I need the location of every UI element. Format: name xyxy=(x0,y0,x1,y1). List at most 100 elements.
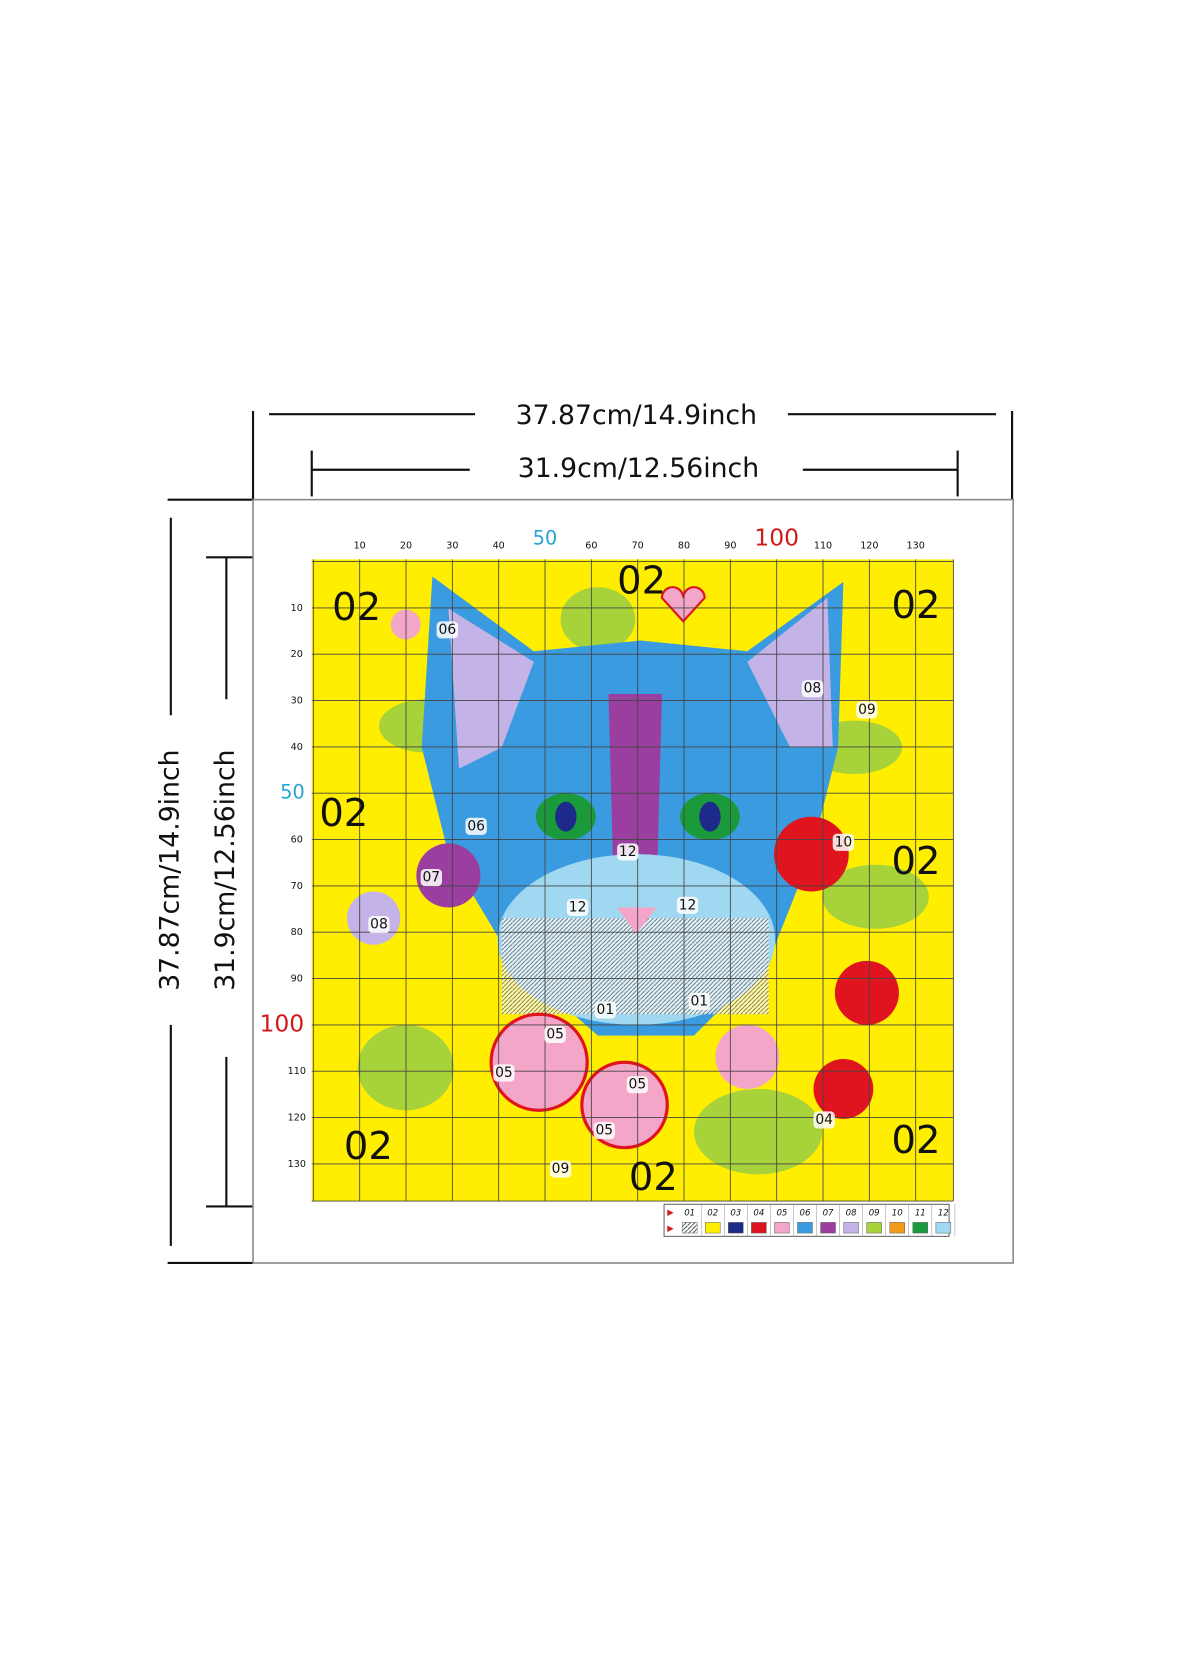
region-label: 08 xyxy=(804,681,822,697)
region-label: 05 xyxy=(546,1027,564,1043)
region-label: 08 xyxy=(370,917,388,933)
region-label: 12 xyxy=(569,899,587,915)
label-backdrop xyxy=(832,833,855,851)
x-tick-label: 40 xyxy=(493,541,505,552)
x-tick-label: 90 xyxy=(724,541,736,552)
y-tick-label: 110 xyxy=(288,1066,306,1077)
legend-code: 10 xyxy=(892,1208,903,1218)
region-label: 12 xyxy=(619,844,637,860)
region-label: 06 xyxy=(439,622,457,638)
label-backdrop xyxy=(368,916,390,934)
inner-width: 31.9cm/12.56inch xyxy=(518,453,759,484)
legend-marker xyxy=(667,1225,674,1233)
legend-code: 08 xyxy=(846,1208,857,1218)
region-label: 02 xyxy=(319,791,368,836)
label-backdrop xyxy=(813,1111,835,1129)
legend-code: 01 xyxy=(684,1208,695,1218)
x-tick-label: 60 xyxy=(585,541,597,552)
legend-swatch xyxy=(820,1222,836,1234)
label-backdrop xyxy=(465,817,487,835)
legend-swatch xyxy=(774,1222,790,1234)
outer-width: 37.87cm/14.9inch xyxy=(516,400,757,431)
region-label: 02 xyxy=(617,558,666,603)
y-tick-label: 20 xyxy=(291,649,303,660)
legend-code: 04 xyxy=(753,1208,764,1218)
legend-swatch xyxy=(728,1222,744,1234)
label-backdrop xyxy=(856,701,878,719)
x-tick-label: 50 xyxy=(533,527,557,550)
label-backdrop xyxy=(593,1122,615,1140)
legend-code: 11 xyxy=(915,1208,926,1218)
x-tick-label: 10 xyxy=(354,541,366,552)
x-tick-label: 70 xyxy=(632,541,644,552)
y-tick-label: 40 xyxy=(291,742,303,753)
y-tick-label: 60 xyxy=(291,835,303,846)
region-label: 02 xyxy=(892,1118,941,1163)
legend-swatch xyxy=(843,1222,859,1234)
dimension-lines xyxy=(167,411,1014,1265)
region-label: 12 xyxy=(679,897,697,913)
x-tick-label: 100 xyxy=(754,524,799,552)
legend-code: 09 xyxy=(869,1208,880,1218)
region-label: 05 xyxy=(629,1077,647,1093)
y-tick-label: 10 xyxy=(291,603,303,614)
region-label: 07 xyxy=(422,870,440,886)
label-backdrop xyxy=(566,898,589,917)
x-tick-label: 130 xyxy=(907,541,925,552)
region-label: 02 xyxy=(332,585,381,630)
label-backdrop xyxy=(626,1076,649,1094)
x-tick-label: 30 xyxy=(446,541,458,552)
x-tick-label: 110 xyxy=(814,541,832,552)
region-label: 02 xyxy=(892,583,941,628)
x-tick-label: 20 xyxy=(400,541,412,552)
y-tick-label: 80 xyxy=(291,927,303,938)
outer-height: 37.87cm/14.9inch xyxy=(154,749,185,990)
label-backdrop xyxy=(549,1160,572,1178)
y-tick-label: 130 xyxy=(288,1159,306,1170)
legend-code: 02 xyxy=(707,1208,718,1218)
label-backdrop xyxy=(617,843,639,861)
label-backdrop xyxy=(594,1001,617,1019)
y-tick-label: 30 xyxy=(291,696,303,707)
region-label: 09 xyxy=(858,702,876,718)
legend-marker xyxy=(667,1209,674,1216)
legend-code: 05 xyxy=(776,1208,787,1218)
region-label: 01 xyxy=(690,993,708,1009)
region-label: 02 xyxy=(344,1124,393,1169)
legend-swatch xyxy=(935,1222,952,1234)
region-label: 05 xyxy=(495,1065,513,1081)
legend-code: 03 xyxy=(730,1208,741,1218)
legend-swatch xyxy=(681,1222,698,1234)
region-label: 01 xyxy=(597,1002,615,1018)
legend-code: 07 xyxy=(823,1208,834,1218)
region-label: 05 xyxy=(595,1123,613,1139)
label-backdrop xyxy=(688,992,710,1010)
y-tick-label: 90 xyxy=(291,974,303,985)
legend-swatch xyxy=(889,1222,905,1234)
label-backdrop xyxy=(801,680,824,698)
y-tick-label: 50 xyxy=(280,781,304,804)
y-tick-label: 120 xyxy=(288,1113,306,1124)
grid xyxy=(311,559,954,1202)
region-label: 10 xyxy=(835,834,853,850)
y-tick-label: 100 xyxy=(259,1009,304,1037)
label-backdrop xyxy=(420,869,442,887)
legend-swatch xyxy=(797,1222,813,1234)
region-label: 06 xyxy=(467,818,485,834)
legend-swatch xyxy=(751,1222,767,1234)
region-label: 02 xyxy=(629,1155,678,1200)
legend-swatch xyxy=(866,1222,882,1234)
inner-height: 31.9cm/12.56inch xyxy=(210,749,241,990)
label-backdrop xyxy=(676,896,699,914)
legend-swatch xyxy=(704,1222,721,1234)
x-tick-label: 120 xyxy=(860,541,878,552)
region-label: 04 xyxy=(815,1112,833,1128)
legend-code: 06 xyxy=(800,1208,811,1218)
region-label: 02 xyxy=(892,839,941,884)
y-tick-label: 70 xyxy=(291,881,303,892)
label-backdrop xyxy=(544,1025,566,1044)
legend-swatch xyxy=(912,1222,929,1234)
label-backdrop xyxy=(493,1064,515,1082)
cat-artwork xyxy=(346,576,929,1175)
